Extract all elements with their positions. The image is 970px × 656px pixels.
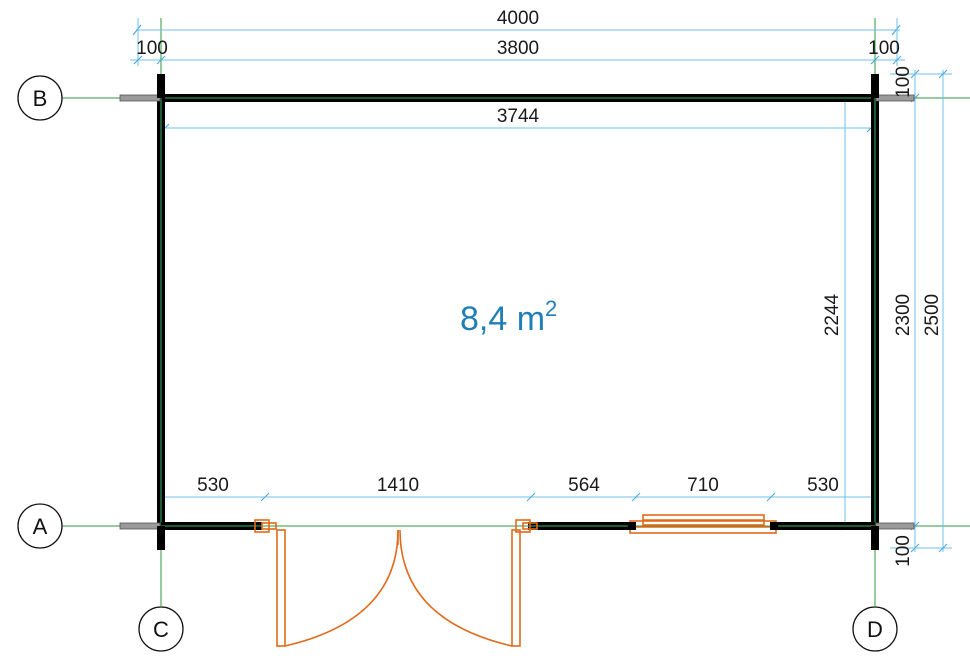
dim-right-top-wall: 100 — [893, 66, 914, 98]
window — [628, 514, 778, 534]
area-label: 8,4 m2 — [460, 296, 557, 338]
dim-top-right-wall: 100 — [868, 38, 900, 59]
axis-label-d: D — [867, 617, 883, 642]
axis-marker-b: B — [17, 75, 63, 121]
dim-top-span: 3800 — [497, 38, 539, 59]
dim-right-span: 2300 — [893, 294, 914, 336]
axis-marker-d: D — [852, 606, 898, 652]
dim-top-left-wall: 100 — [136, 38, 168, 59]
walls — [119, 74, 915, 550]
axis-label-c: C — [153, 617, 169, 642]
axis-marker-c: C — [138, 606, 184, 652]
double-door — [254, 519, 538, 647]
dim-bottom-segment-3: 564 — [568, 475, 600, 496]
dim-bottom-segment-5: 530 — [807, 475, 839, 496]
axis-label-a: A — [33, 514, 48, 539]
dim-bottom-segment-1: 530 — [197, 475, 229, 496]
dimension-lines — [130, 18, 952, 553]
axis-marker-a: A — [17, 503, 63, 549]
axis-label-b: B — [33, 86, 48, 111]
dim-inner-width: 3744 — [497, 106, 540, 127]
dim-bottom-segment-4: 710 — [687, 475, 719, 496]
dim-bottom-segment-2: 1410 — [377, 475, 419, 496]
dim-right-overall: 2500 — [922, 294, 943, 336]
dim-top-overall: 4000 — [497, 8, 539, 29]
dim-right-inner: 2244 — [822, 293, 843, 336]
dim-right-bottom-wall: 100 — [893, 535, 914, 567]
